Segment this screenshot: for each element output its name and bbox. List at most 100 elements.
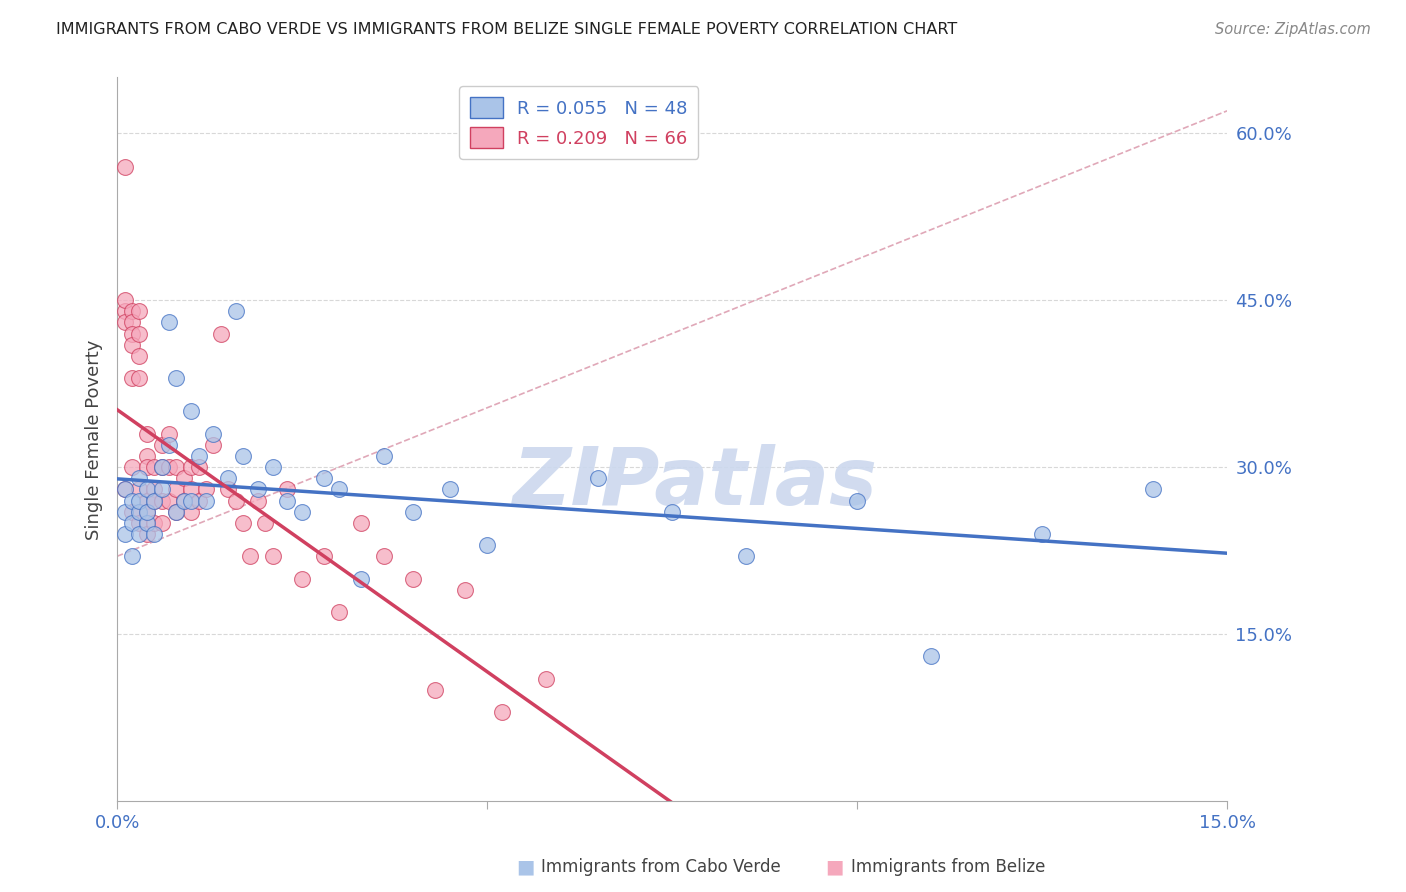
Point [262,460,284,475]
Point [217,471,239,485]
Point [114,160,136,174]
Point [1142,483,1164,497]
Point [157,315,180,329]
Point [475,538,498,552]
Text: Immigrants from Cabo Verde: Immigrants from Cabo Verde [541,858,782,876]
Point [276,493,298,508]
Point [173,493,195,508]
Point [165,460,187,475]
Point [846,493,869,508]
Point [350,572,373,586]
Point [143,516,166,530]
Point [276,483,298,497]
Point [402,572,425,586]
Point [135,516,157,530]
Text: Source: ZipAtlas.com: Source: ZipAtlas.com [1215,22,1371,37]
Point [157,438,180,452]
Point [128,304,150,318]
Point [180,483,202,497]
Point [121,304,143,318]
Point [150,516,173,530]
Point [165,371,187,385]
Point [735,549,758,564]
Point [128,349,150,363]
Point [180,460,202,475]
Point [128,471,150,485]
Point [291,505,314,519]
Legend: R = 0.055   N = 48, R = 0.209   N = 66: R = 0.055 N = 48, R = 0.209 N = 66 [460,87,699,159]
Point [373,549,395,564]
Point [225,304,247,318]
Point [239,549,262,564]
Point [173,493,195,508]
Point [187,460,209,475]
Point [246,483,269,497]
Point [180,505,202,519]
Point [135,483,157,497]
Text: ■: ■ [516,857,534,877]
Point [150,493,173,508]
Point [291,572,314,586]
Point [195,493,218,508]
Point [262,549,284,564]
Text: ZIPatlas: ZIPatlas [512,443,877,522]
Point [121,505,143,519]
Point [114,483,136,497]
Point [314,471,336,485]
Text: IMMIGRANTS FROM CABO VERDE VS IMMIGRANTS FROM BELIZE SINGLE FEMALE POVERTY CORRE: IMMIGRANTS FROM CABO VERDE VS IMMIGRANTS… [56,22,957,37]
Point [143,527,166,541]
Text: Immigrants from Belize: Immigrants from Belize [851,858,1045,876]
Point [187,449,209,463]
Point [121,549,143,564]
Point [114,293,136,307]
Point [121,337,143,351]
Point [209,326,232,341]
Point [217,483,239,497]
Point [425,682,447,697]
Point [150,438,173,452]
Point [114,505,136,519]
Point [187,493,209,508]
Point [402,505,425,519]
Point [135,493,157,508]
Point [121,516,143,530]
Point [121,460,143,475]
Point [114,527,136,541]
Point [143,460,166,475]
Point [157,493,180,508]
Point [328,483,350,497]
Point [661,505,683,519]
Text: ■: ■ [825,857,844,877]
Point [254,516,277,530]
Point [121,315,143,329]
Point [491,705,513,719]
Point [920,649,942,664]
Point [328,605,350,619]
Point [225,493,247,508]
Point [157,460,180,475]
Point [150,483,173,497]
Point [157,426,180,441]
Point [135,460,157,475]
Point [195,483,218,497]
Point [135,505,157,519]
Point [128,326,150,341]
Point [121,493,143,508]
Point [135,505,157,519]
Y-axis label: Single Female Poverty: Single Female Poverty [86,339,103,540]
Point [128,527,150,541]
Point [202,426,225,441]
Point [232,449,254,463]
Point [454,582,477,597]
Point [150,460,173,475]
Point [121,371,143,385]
Point [202,438,225,452]
Point [135,449,157,463]
Point [373,449,395,463]
Point [232,516,254,530]
Point [143,493,166,508]
Point [128,483,150,497]
Point [128,493,150,508]
Point [314,549,336,564]
Point [180,404,202,418]
